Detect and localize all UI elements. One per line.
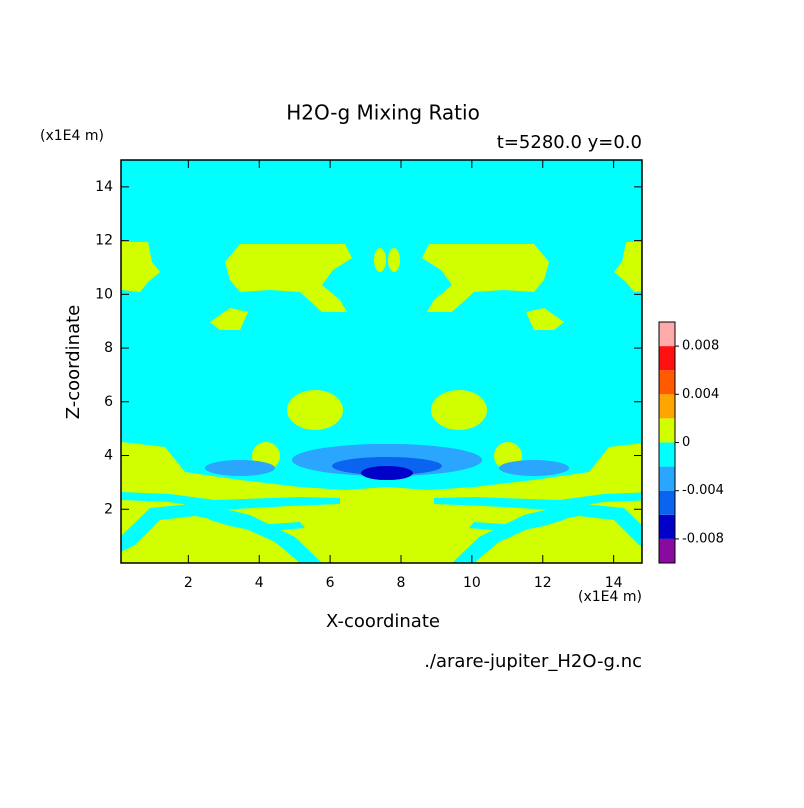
colorbar-swatch: [659, 322, 675, 347]
y-tick-label: 10: [95, 286, 113, 302]
x-tick-label: 8: [397, 575, 406, 591]
x-tick-label: 6: [326, 575, 335, 591]
source-file: ./arare-jupiter_H2O-g.nc: [424, 651, 642, 672]
contour-region: [205, 460, 275, 476]
contour-region: [526, 308, 564, 330]
x-tick-label: 12: [534, 575, 552, 591]
contour-region: [431, 390, 487, 430]
y-tick-label: 4: [104, 448, 113, 464]
contour-region: [121, 242, 160, 292]
colorbar-swatch: [659, 514, 675, 539]
y-tick-label: 2: [104, 501, 113, 517]
plot-frame: [120, 159, 643, 564]
contour-region: [499, 460, 569, 476]
contour-region: [422, 244, 549, 312]
contour-region: [434, 492, 642, 510]
x-tick-label: 10: [463, 575, 481, 591]
x-tick-label: 14: [605, 575, 623, 591]
colorbar-swatch: [659, 346, 675, 371]
y-tick-label: 6: [104, 394, 113, 410]
contour-region: [614, 242, 642, 292]
contour-region: [361, 466, 413, 480]
colorbar-tick-label: 0: [682, 435, 690, 450]
colorbar-swatch: [659, 466, 675, 491]
contour-region: [469, 510, 569, 532]
colorbar-tick-label: 0.008: [682, 339, 719, 354]
contour-region: [210, 308, 248, 330]
y-tick-label: 12: [95, 233, 113, 249]
contour-region: [374, 248, 386, 272]
contour-region: [388, 248, 400, 272]
contour-region: [225, 244, 352, 312]
colorbar-swatch: [659, 370, 675, 395]
x-tick-label: 4: [255, 575, 264, 591]
colorbar-tick-label: 0.004: [682, 387, 719, 402]
contour-region: [287, 390, 343, 430]
colorbar-swatch: [659, 538, 675, 563]
colorbar-swatch: [659, 442, 675, 467]
x-tick-label: 2: [184, 575, 193, 591]
colorbar-tick-label: -0.004: [682, 483, 724, 498]
x-unit-label: (x1E4 m): [578, 589, 642, 605]
y-axis-label: Z-coordinate: [63, 305, 84, 420]
chart-title: H2O-g Mixing Ratio: [286, 101, 480, 125]
contour-region: [205, 510, 305, 532]
y-tick-label: 8: [104, 340, 113, 356]
colorbar-swatch: [659, 490, 675, 515]
colorbar-swatch: [659, 394, 675, 419]
chart-subtitle: t=5280.0 y=0.0: [497, 132, 642, 153]
x-axis-label: X-coordinate: [326, 611, 440, 632]
y-tick-label: 14: [95, 179, 113, 195]
colorbar-tick-label: -0.008: [682, 531, 724, 546]
contour-region: [121, 492, 340, 510]
y-unit-label: (x1E4 m): [40, 128, 104, 144]
contour-region: [121, 503, 322, 563]
colorbar-swatch: [659, 418, 675, 443]
contour-field: [121, 160, 642, 563]
